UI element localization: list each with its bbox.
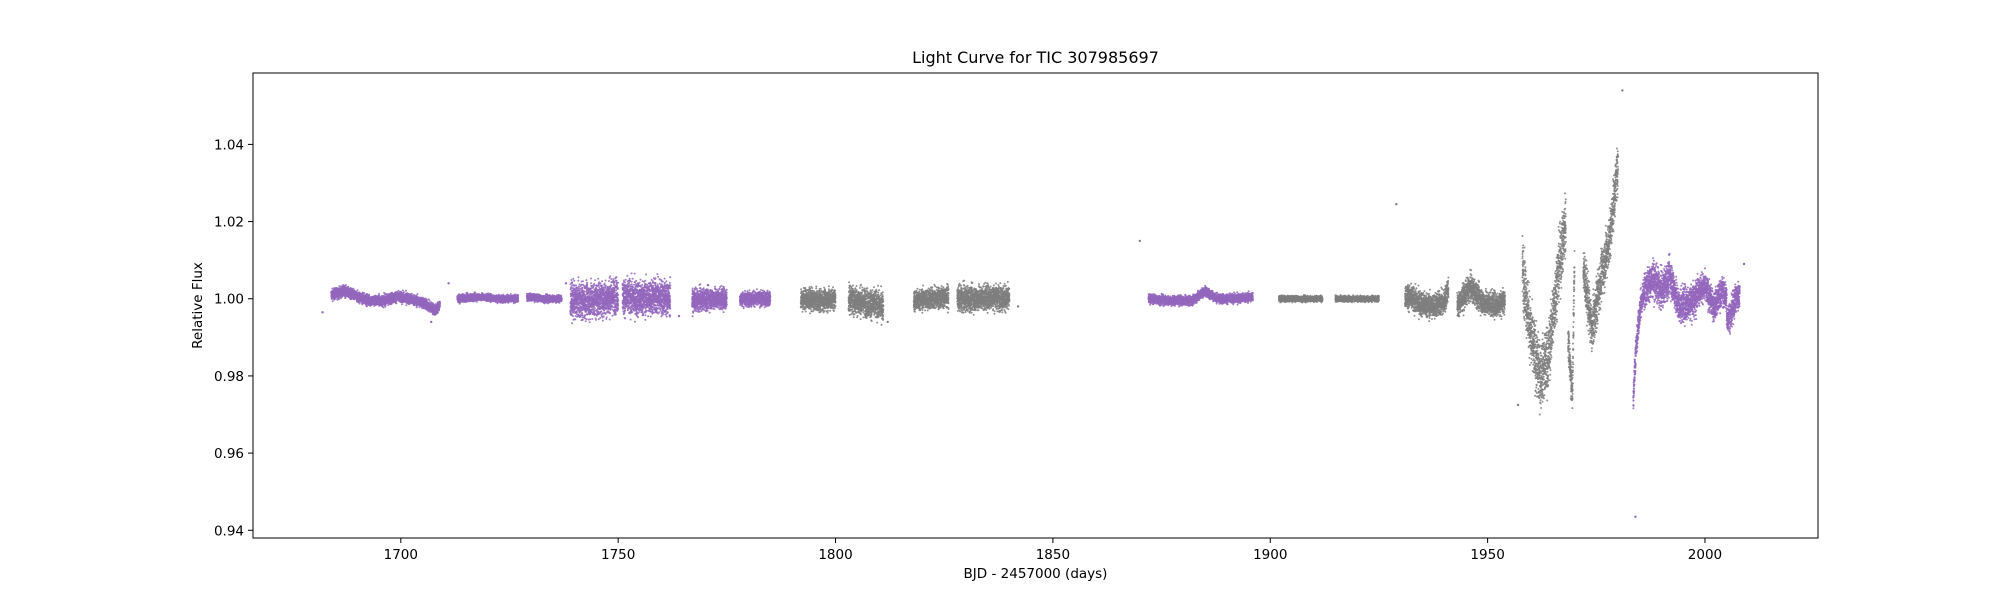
data-point — [338, 285, 341, 288]
data-point — [331, 300, 334, 303]
data-point — [438, 300, 441, 303]
data-point — [387, 304, 390, 306]
data-point — [400, 303, 403, 306]
data-point — [410, 292, 413, 295]
data-point — [401, 289, 404, 292]
data-point — [334, 297, 337, 300]
data-point — [378, 292, 380, 295]
data-point — [352, 287, 355, 290]
data-point — [363, 292, 366, 295]
data-point — [438, 308, 441, 311]
data-point — [517, 300, 520, 303]
data-segment — [330, 284, 441, 316]
data-point — [438, 305, 441, 307]
data-point — [416, 293, 419, 295]
data-point — [402, 291, 405, 294]
data-point — [405, 304, 408, 307]
data-point — [368, 293, 371, 296]
data-point — [397, 289, 400, 292]
data-point — [378, 295, 381, 298]
data-points-layer — [321, 89, 1746, 518]
data-point — [356, 289, 359, 292]
data-point — [438, 302, 441, 305]
data-point — [331, 287, 334, 290]
data-point — [474, 291, 477, 294]
data-point — [344, 296, 347, 299]
data-point — [338, 298, 341, 301]
data-point — [366, 305, 368, 308]
data-point — [428, 299, 431, 302]
data-point — [437, 311, 439, 314]
data-point — [517, 294, 520, 297]
data-point — [358, 302, 361, 305]
series-purple — [321, 252, 1746, 518]
data-point — [344, 284, 347, 286]
data-point — [384, 305, 387, 308]
data-point — [509, 293, 512, 295]
data-point — [382, 306, 385, 309]
data-point — [475, 300, 478, 303]
data-point — [404, 289, 407, 292]
data-point — [395, 302, 398, 305]
data-point — [347, 285, 350, 288]
